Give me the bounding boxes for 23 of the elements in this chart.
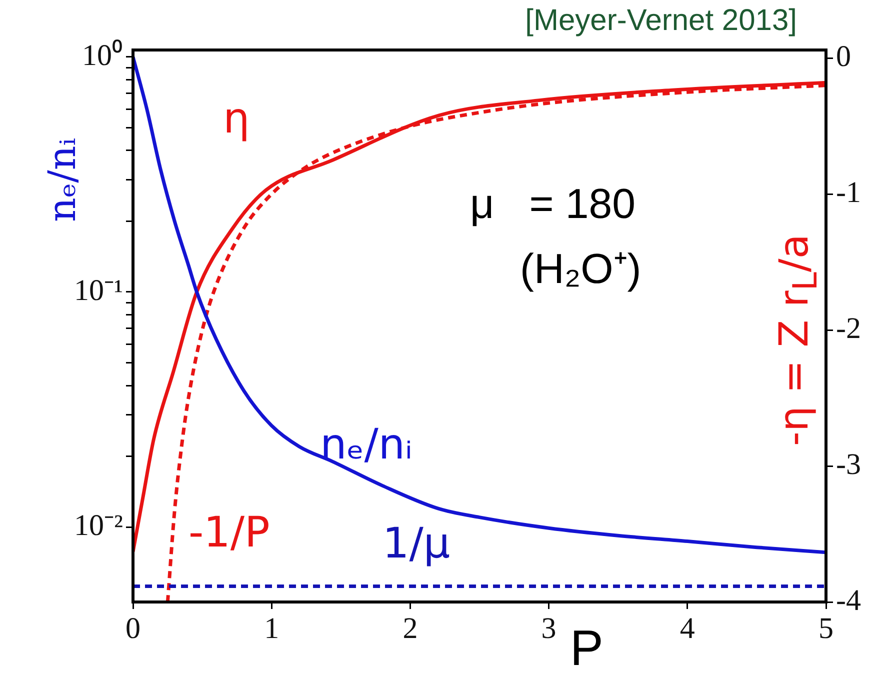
x-tick-label: 5 [818,612,834,645]
x-axis-title: P [570,620,604,676]
series-label: nₑ/nᵢ [320,419,413,468]
x-tick-label: 4 [680,612,695,645]
x-tick-label: 0 [126,612,140,645]
y2-tick-label: -3 [836,448,861,481]
y-tick-label: 10⁻² [74,508,123,542]
y2-tick-label: 0 [836,40,851,74]
y2-tick-label: -4 [836,584,861,617]
series-label: 1/μ [382,518,450,568]
annotation: μ = 180 [470,180,636,228]
y-axis-title: nₑ/nᵢ [40,138,84,222]
y2-tick-label: -2 [836,312,861,345]
y-tick-label: 10⁻¹ [74,274,123,307]
y2-tick-label: -1 [836,176,861,209]
text: [Meyer-Vernet 2013] [525,4,797,38]
series-label: η [223,94,250,143]
x-tick-label: 1 [264,612,280,645]
x-tick-label: 2 [402,612,418,645]
series-label: -1/P [188,508,270,557]
y-tick-label: 10⁰ [82,38,123,72]
x-tick-label: 3 [541,612,556,645]
annotation: (H₂O⁺) [520,244,642,294]
